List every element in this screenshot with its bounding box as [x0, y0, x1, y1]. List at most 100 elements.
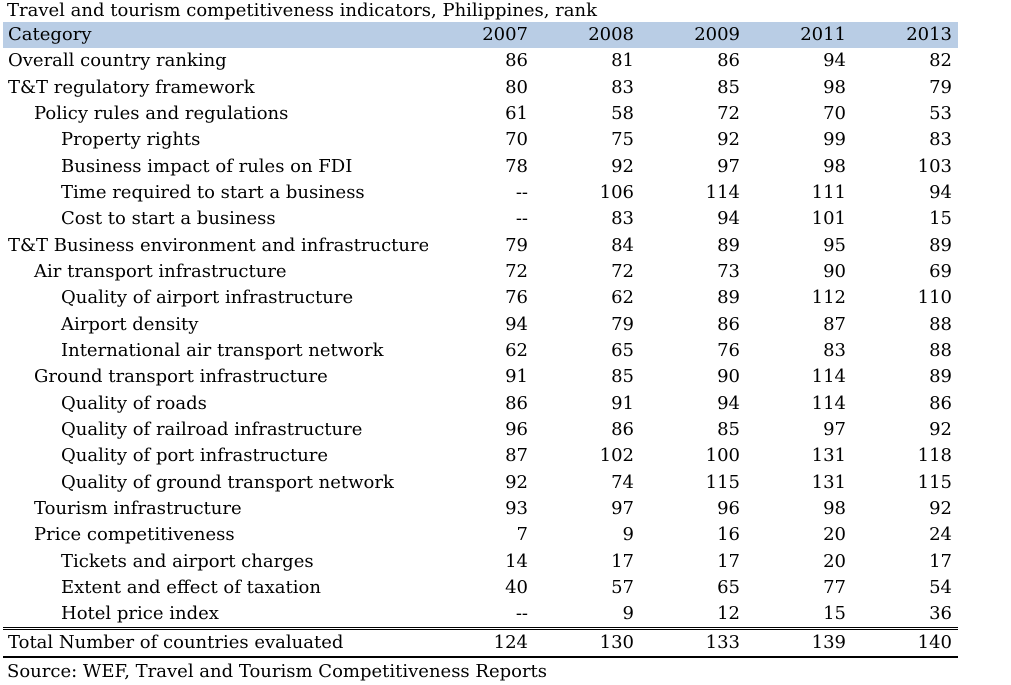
row-value: 70 [505, 129, 528, 151]
row-value: 72 [505, 260, 528, 282]
row-value: 79 [505, 234, 528, 256]
table-row: Quality of port infrastructure 87 102 100 13… [3, 443, 958, 469]
table-row: Air transport infrastructure 72 72 73 90 69 [3, 259, 958, 285]
row-label: Air transport infrastructure [34, 260, 287, 282]
total-value: 130 [534, 628, 640, 659]
header-year: 2011 [746, 22, 852, 48]
row-value: 97 [823, 418, 846, 440]
row-value: 77 [823, 577, 846, 599]
rank-table: Category 2007 2008 2009 2011 2013 Overal… [3, 22, 958, 659]
table-row: Policy rules and regulations 61 58 72 70 53 [3, 101, 958, 127]
row-value: 36 [852, 601, 958, 631]
row-value: 86 [717, 50, 740, 72]
row-label: T&T regulatory framework [8, 76, 255, 98]
total-row: Total Number of countries evaluated 124 13… [3, 628, 958, 659]
total-value: 139 [746, 628, 852, 659]
row-label: Policy rules and regulations [34, 102, 289, 124]
row-value: 65 [611, 339, 634, 361]
row-value: 24 [929, 524, 952, 546]
table-row: Quality of railroad infrastructure 96 86 85… [3, 417, 958, 443]
row-value: 131 [811, 445, 846, 467]
row-value: 110 [917, 287, 952, 309]
row-value: 96 [505, 418, 528, 440]
row-value: 89 [929, 366, 952, 388]
row-value: 103 [917, 155, 952, 177]
row-value: 114 [811, 392, 846, 414]
row-value: 40 [505, 577, 528, 599]
table-row: Extent and effect of taxation 40 57 65 77 54 [3, 575, 958, 601]
row-value: -- [515, 181, 528, 203]
table-row: Quality of airport infrastructure 76 62 89 1… [3, 285, 958, 311]
row-value: 53 [929, 102, 952, 124]
table-row: Tickets and airport charges 14 17 17 20 17 [3, 549, 958, 575]
row-value: 62 [505, 339, 528, 361]
header-category: Category [3, 22, 428, 48]
row-value: 73 [717, 260, 740, 282]
row-value: 97 [611, 498, 634, 520]
row-value: 90 [823, 260, 846, 282]
total-value: 133 [640, 628, 746, 659]
row-value: 78 [505, 155, 528, 177]
row-value: 88 [929, 313, 952, 335]
row-value: 83 [611, 76, 634, 98]
row-value: 65 [717, 577, 740, 599]
row-value: 85 [717, 76, 740, 98]
row-value: 80 [505, 76, 528, 98]
header-year: 2009 [640, 22, 746, 48]
row-label: Ground transport infrastructure [34, 366, 328, 388]
table-row: Hotel price index -- 9 12 15 36 [3, 601, 958, 631]
row-value: 20 [823, 524, 846, 546]
table-row: Cost to start a business -- 83 94 101 15 [3, 206, 958, 232]
row-value: 17 [611, 550, 634, 572]
row-value: 74 [611, 471, 634, 493]
row-value: 92 [929, 498, 952, 520]
row-value: 97 [717, 155, 740, 177]
row-value: 89 [929, 234, 952, 256]
row-value: 112 [811, 287, 846, 309]
row-value: 114 [705, 181, 740, 203]
row-value: 81 [611, 50, 634, 72]
row-value: 85 [717, 418, 740, 440]
row-value: 95 [823, 234, 846, 256]
row-value: 15 [746, 601, 852, 631]
row-label: Price competitiveness [34, 524, 235, 546]
row-value: 70 [823, 102, 846, 124]
row-value: 86 [929, 392, 952, 414]
row-value: 79 [611, 313, 634, 335]
row-value: 58 [611, 102, 634, 124]
table-row: Overall country ranking 86 81 86 94 82 [3, 48, 958, 74]
row-value: 88 [929, 339, 952, 361]
row-label: Cost to start a business [61, 208, 276, 230]
total-value: 124 [428, 628, 534, 659]
row-label: Hotel price index [3, 601, 428, 631]
row-value: 114 [811, 366, 846, 388]
row-label: Tickets and airport charges [61, 550, 314, 572]
table-row: Property rights 70 75 92 99 83 [3, 127, 958, 153]
row-value: 72 [717, 102, 740, 124]
table-row: Quality of roads 86 91 94 114 86 [3, 390, 958, 416]
row-value: 131 [811, 471, 846, 493]
row-value: 20 [823, 550, 846, 572]
row-label: Quality of roads [61, 392, 207, 414]
row-value: 86 [505, 50, 528, 72]
table-row: Business impact of rules on FDI 78 92 97 98 1… [3, 153, 958, 179]
row-label: Quality of airport infrastructure [61, 287, 354, 309]
row-label: Overall country ranking [8, 50, 227, 72]
row-value: 83 [823, 339, 846, 361]
table-row: Ground transport infrastructure 91 85 90 114… [3, 364, 958, 390]
row-value: 101 [811, 208, 846, 230]
row-value: 94 [823, 50, 846, 72]
table-row: Airport density 94 79 86 87 88 [3, 311, 958, 337]
table-row: Price competitiveness 7 9 16 20 24 [3, 522, 958, 548]
row-value: 92 [505, 471, 528, 493]
row-value: 115 [705, 471, 740, 493]
row-value: 89 [717, 287, 740, 309]
table-row: T&T Business environment and infrastruct… [3, 232, 958, 258]
table-row: Time required to start a business -- 106 11… [3, 180, 958, 206]
row-label: Extent and effect of taxation [61, 577, 321, 599]
row-value: 54 [929, 577, 952, 599]
row-value: 118 [917, 445, 952, 467]
row-label: Tourism infrastructure [34, 498, 242, 520]
row-value: 111 [811, 181, 846, 203]
